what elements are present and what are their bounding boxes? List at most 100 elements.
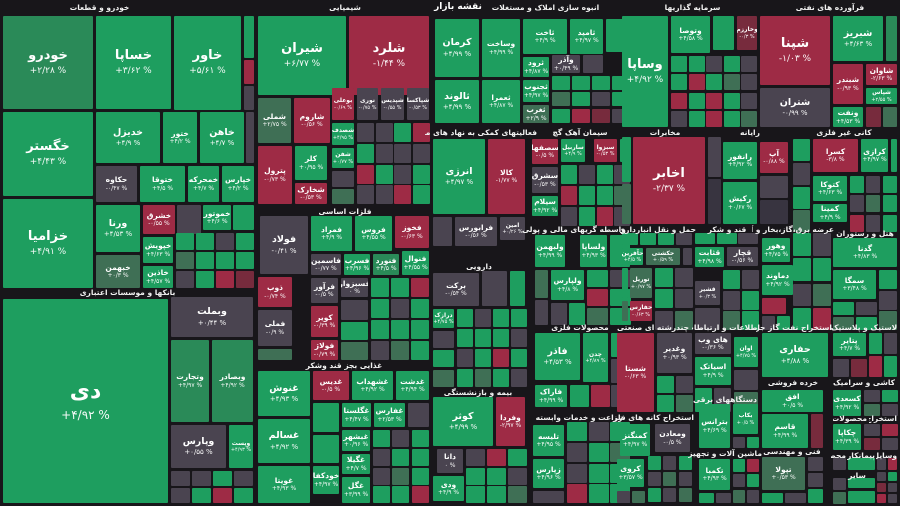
treemap-tile[interactable]: کوثر +۴/۹۹ % — [433, 397, 493, 446]
treemap-tile[interactable]: خپویش +۴/۶۳ % — [143, 237, 173, 263]
treemap-tile[interactable]: ولبهمن +۴/۹۹ % — [535, 235, 565, 267]
treemap-tile[interactable] — [589, 443, 609, 462]
treemap-tile[interactable] — [373, 430, 390, 447]
treemap-tile[interactable] — [177, 205, 201, 234]
treemap-tile[interactable] — [699, 493, 714, 503]
treemap-tile[interactable]: رکیش +۰/۶۷ % — [723, 182, 757, 224]
treemap-tile[interactable] — [457, 309, 473, 327]
treemap-tile[interactable] — [589, 484, 609, 503]
treemap-tile[interactable]: قچار -۰/۵۶ % — [727, 247, 758, 266]
treemap-tile[interactable] — [869, 333, 882, 354]
treemap-tile[interactable]: ثرود +۴/۸۷ % — [523, 57, 549, 77]
treemap-tile[interactable] — [412, 449, 429, 466]
treemap-tile[interactable] — [244, 16, 254, 58]
treemap-tile[interactable] — [376, 144, 393, 163]
treemap-tile[interactable]: فنوال +۴/۵۵ % — [402, 251, 429, 275]
treemap-tile[interactable]: وآذر +۰/۴۹ % — [552, 55, 580, 73]
treemap-tile[interactable] — [708, 179, 721, 224]
treemap-tile[interactable] — [864, 438, 880, 450]
treemap-tile[interactable] — [533, 491, 564, 503]
treemap-tile[interactable] — [657, 376, 674, 393]
treemap-tile[interactable] — [706, 56, 722, 72]
treemap-tile[interactable] — [724, 56, 740, 72]
treemap-tile[interactable] — [569, 303, 585, 325]
treemap-tile[interactable] — [236, 252, 254, 269]
treemap-tile[interactable]: کتوکا +۴/۶۳ % — [813, 176, 847, 201]
treemap-tile[interactable]: ولپارس +۴/۸ % — [551, 270, 584, 300]
treemap-tile[interactable] — [833, 478, 846, 490]
treemap-tile[interactable] — [493, 309, 509, 327]
treemap-tile[interactable] — [176, 252, 194, 269]
treemap-tile[interactable] — [511, 329, 527, 347]
treemap-tile[interactable] — [882, 390, 898, 402]
treemap-tile[interactable] — [663, 456, 676, 470]
treemap-tile[interactable] — [658, 233, 674, 245]
treemap-tile[interactable] — [888, 458, 897, 470]
treemap-tile[interactable] — [706, 93, 722, 109]
treemap-tile[interactable] — [508, 486, 527, 503]
treemap-tile[interactable] — [793, 284, 811, 306]
treemap-tile[interactable] — [511, 349, 527, 367]
treemap-tile[interactable]: گدنا +۴/۸۳ % — [833, 238, 897, 267]
treemap-tile[interactable] — [493, 329, 509, 347]
treemap-tile[interactable] — [567, 422, 587, 441]
treemap-tile[interactable]: فروس +۴/۵۵ % — [355, 216, 392, 251]
treemap-tile[interactable]: تلیسه +۴/۹۵ % — [533, 425, 564, 456]
treemap-tile[interactable] — [850, 176, 864, 193]
treemap-tile[interactable]: پترول -۰/۷۳ % — [258, 146, 292, 204]
treemap-tile[interactable] — [622, 268, 628, 298]
treemap-tile[interactable] — [879, 270, 897, 289]
treemap-tile[interactable] — [413, 123, 430, 142]
treemap-tile[interactable] — [192, 471, 211, 486]
treemap-tile[interactable] — [785, 493, 806, 503]
treemap-tile[interactable] — [176, 271, 194, 288]
treemap-tile[interactable] — [511, 309, 527, 327]
treemap-tile[interactable] — [883, 176, 897, 193]
treemap-tile[interactable]: درازک +۴/۷۵ % — [433, 309, 454, 328]
treemap-tile[interactable] — [808, 489, 823, 503]
treemap-tile[interactable] — [706, 74, 722, 90]
treemap-tile[interactable]: خموتور +۴/۶ % — [203, 205, 231, 230]
treemap-tile[interactable]: انرژی +۴/۹۷ % — [433, 139, 485, 214]
treemap-tile[interactable]: کویر -۰/۳۹ % — [311, 306, 338, 337]
treemap-tile[interactable]: چدن +۴/۸۹ % — [583, 333, 608, 382]
treemap-tile[interactable]: شستا -۰/۶۳ % — [617, 333, 654, 412]
treemap-tile[interactable] — [671, 111, 687, 127]
treemap-tile[interactable]: فرآور -۰/۵ % — [311, 278, 338, 303]
treemap-tile[interactable] — [371, 299, 389, 318]
treemap-tile[interactable] — [412, 430, 429, 447]
treemap-tile[interactable] — [848, 458, 875, 470]
treemap-tile[interactable] — [883, 107, 897, 127]
treemap-tile[interactable]: کسعدی +۴/۹۲ % — [833, 390, 861, 416]
treemap-tile[interactable]: غشهداب +۴/۹۲ % — [352, 371, 393, 400]
treemap-tile[interactable] — [813, 233, 831, 256]
treemap-tile[interactable]: ودی +۴/۹ % — [433, 476, 464, 501]
treemap-tile[interactable]: فملی -۰/۹ % — [258, 310, 292, 346]
treemap-tile[interactable] — [833, 492, 846, 504]
treemap-tile[interactable] — [487, 468, 506, 485]
treemap-tile[interactable] — [689, 93, 705, 109]
treemap-tile[interactable] — [679, 488, 692, 502]
treemap-tile[interactable]: فمراد +۴/۹ % — [311, 216, 352, 251]
treemap-tile[interactable] — [622, 301, 628, 321]
treemap-tile[interactable] — [552, 92, 570, 106]
treemap-tile[interactable] — [760, 200, 788, 224]
treemap-tile[interactable] — [552, 109, 570, 123]
treemap-tile[interactable] — [813, 284, 831, 306]
treemap-tile[interactable]: خمحرکه +۴/۷ % — [188, 166, 219, 202]
treemap-tile[interactable] — [657, 395, 674, 412]
treemap-tile[interactable]: خشرق -۰/۵۵ % — [143, 205, 175, 234]
treemap-tile[interactable] — [392, 430, 409, 447]
treemap-tile[interactable] — [391, 320, 409, 339]
treemap-tile[interactable] — [391, 299, 409, 318]
treemap-tile[interactable]: ومعادن -۰/۵ % — [655, 424, 690, 452]
treemap-tile[interactable] — [882, 424, 898, 436]
treemap-tile[interactable]: وخارزم -۰/۳ % — [737, 16, 757, 50]
treemap-tile[interactable] — [411, 341, 429, 360]
treemap-tile[interactable]: غسالم +۴/۹۲ % — [258, 419, 310, 463]
treemap-tile[interactable] — [196, 271, 214, 288]
treemap-tile[interactable]: کرازی +۴/۹۷ % — [861, 139, 888, 172]
treemap-tile[interactable] — [591, 385, 610, 407]
treemap-tile[interactable]: شخارک -۰/۵۳ % — [295, 183, 327, 204]
treemap-tile[interactable]: دانا ۰ % — [437, 449, 463, 473]
